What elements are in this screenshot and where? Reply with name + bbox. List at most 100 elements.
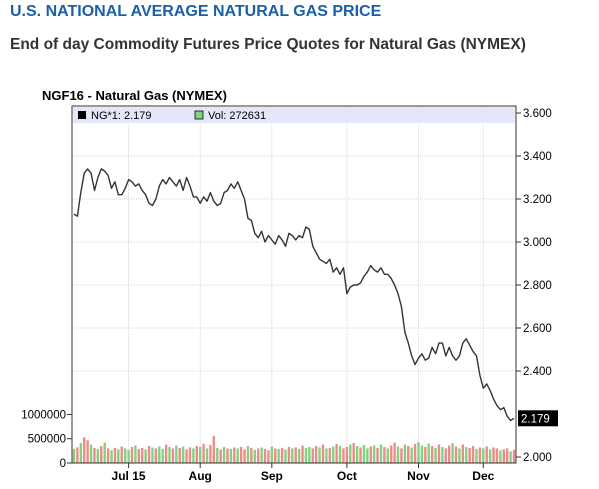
volume-bar — [417, 442, 420, 463]
grid-lines — [72, 106, 516, 463]
volume-bar — [117, 449, 120, 463]
volume-bar — [362, 445, 366, 463]
legend-band — [73, 107, 515, 123]
volume-bar — [499, 450, 502, 463]
volume-bar — [134, 445, 137, 463]
volume-bar — [96, 448, 100, 463]
volume-bar — [106, 448, 110, 463]
volume-bar — [325, 448, 328, 463]
volume-bar — [482, 448, 485, 463]
volume-bar — [444, 448, 447, 463]
price-axis-tick-label: 2.800 — [523, 280, 552, 292]
volume-bar — [202, 444, 205, 463]
volume-bar — [181, 446, 185, 463]
legend-price-swatch — [78, 111, 86, 119]
volume-bar — [127, 449, 130, 463]
volume-bar — [396, 446, 400, 463]
price-axis-tick-label: 3.600 — [523, 108, 552, 120]
volume-bar — [287, 446, 291, 463]
volume-bar — [304, 447, 308, 463]
volume-bar — [72, 448, 76, 463]
volume-bar — [154, 448, 158, 463]
volume-bar — [390, 445, 393, 463]
volume-bar — [424, 446, 427, 463]
volume-bar — [468, 447, 471, 463]
volume-bar — [175, 445, 178, 463]
volume-bar — [359, 447, 362, 463]
volume-bar — [110, 450, 113, 463]
volume-bar — [314, 446, 318, 463]
volume-bar — [171, 448, 175, 463]
volume-bar — [284, 449, 287, 463]
volume-axis: 1000000 500000 0 — [21, 409, 72, 470]
volume-bar — [461, 444, 465, 463]
volume-bar — [441, 446, 444, 463]
volume-bar — [256, 448, 260, 463]
volume-bar — [168, 446, 171, 463]
price-axis-tick-label: 3.000 — [523, 237, 552, 249]
page-title: U.S. NATIONAL AVERAGE NATURAL GAS PRICE — [10, 3, 382, 20]
price-axis-tick-label: 2.400 — [523, 366, 552, 378]
volume-bar — [318, 447, 321, 463]
volume-bar — [400, 448, 403, 463]
volume-bar — [123, 448, 127, 463]
price-axis-tick-label: 2.000 — [523, 452, 552, 464]
volume-axis-tick-label: 500000 — [28, 434, 66, 446]
volume-bar — [332, 446, 335, 463]
volume-bar — [263, 448, 267, 463]
volume-bar — [147, 446, 151, 463]
volume-bar — [451, 443, 454, 463]
volume-bar — [372, 445, 376, 463]
volume-bar — [437, 444, 441, 463]
legend-volume-label: Vol: 272631 — [208, 110, 266, 122]
volume-bar — [512, 449, 516, 463]
volume-bar — [250, 447, 253, 463]
volume-bar — [471, 446, 475, 463]
legend-price-label: NG*1: 2.179 — [91, 110, 152, 122]
volume-bar — [403, 444, 407, 463]
volume-bar — [222, 446, 226, 463]
volume-bar — [89, 444, 93, 463]
volume-bar — [209, 445, 212, 463]
volume-bar — [379, 444, 383, 463]
volume-bar — [113, 447, 117, 463]
volume-bar — [260, 447, 263, 463]
volume-bar — [192, 448, 195, 463]
legend: NG*1: 2.179 Vol: 272631 — [73, 107, 515, 123]
last-value-label: 2.179 — [521, 413, 550, 425]
volume-axis-tick-label: 0 — [60, 458, 66, 470]
price-series-line — [73, 168, 515, 422]
volume-bar — [246, 446, 250, 463]
volume-bar — [243, 449, 246, 463]
volume-bar — [420, 445, 424, 463]
volume-bar — [185, 449, 188, 463]
volume-bar — [253, 449, 256, 463]
volume-bar — [427, 443, 430, 463]
date-axis: Jul 15 Aug Sep Oct Nov Dec — [112, 463, 495, 483]
legend-volume-swatch — [194, 110, 204, 120]
volume-bar — [349, 444, 352, 463]
volume-bar — [308, 446, 311, 463]
volume-bar — [475, 448, 478, 463]
volume-bar — [366, 448, 369, 463]
volume-bar — [83, 437, 86, 463]
volume-bar — [267, 450, 270, 463]
date-axis-tick-label: Dec — [472, 469, 494, 483]
volume-bar — [465, 446, 468, 463]
volume-bar — [270, 446, 274, 463]
volume-bar — [335, 444, 338, 463]
volume-bar — [434, 447, 437, 463]
volume-bar — [369, 446, 372, 463]
volume-bar — [219, 449, 222, 463]
volume-bar — [492, 447, 495, 463]
volume-bar — [495, 448, 499, 463]
volume-bar — [338, 446, 342, 463]
volume-bar — [205, 448, 209, 463]
volume-bar — [447, 445, 451, 463]
last-value-box — [518, 410, 558, 427]
plot-frame — [71, 105, 517, 464]
volume-bar — [277, 448, 280, 463]
volume-bar — [430, 446, 434, 463]
volume-bar — [86, 440, 89, 463]
